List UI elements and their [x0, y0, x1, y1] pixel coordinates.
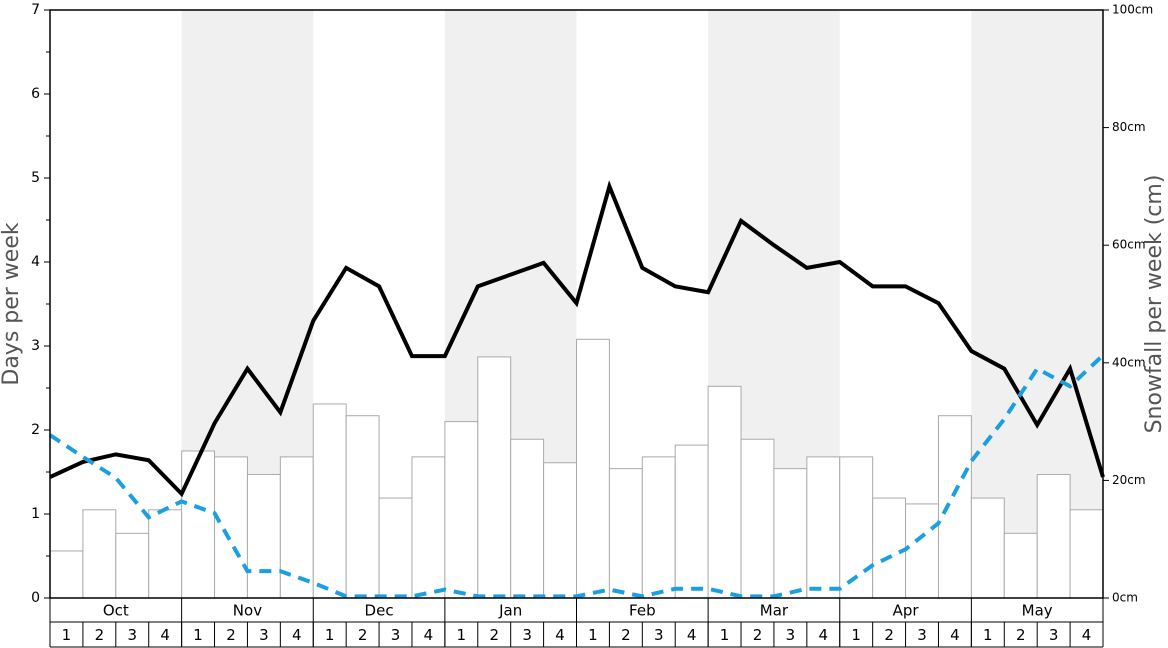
bar: [82, 509, 117, 599]
bar: [937, 415, 972, 599]
bar: [246, 474, 281, 599]
y-tick-label: 7: [31, 2, 40, 18]
bar: [312, 403, 347, 599]
y-tick-label: 3: [31, 338, 40, 354]
bar: [674, 444, 709, 599]
bar: [378, 497, 413, 599]
month-label: Nov: [233, 602, 262, 620]
bar: [608, 468, 643, 599]
bar: [510, 438, 545, 599]
y-axis-title: Days per week: [0, 222, 24, 385]
x-tick-label: 1: [983, 626, 993, 644]
x-tick-label: 2: [489, 626, 499, 644]
bar: [181, 450, 216, 599]
bar: [214, 456, 248, 599]
y2-tick-label: 60cm: [1112, 238, 1146, 252]
bar: [839, 456, 874, 599]
y2-tick-label: 80cm: [1112, 120, 1146, 134]
x-tick-label: 4: [292, 626, 302, 644]
line-series: [49, 180, 1105, 498]
x-tick-label: 2: [358, 626, 368, 644]
bar: [411, 456, 446, 599]
bar: [576, 338, 610, 599]
bar: [707, 385, 742, 599]
x-tick-label: 4: [160, 626, 170, 644]
bar: [1069, 509, 1104, 599]
x-tick-label: 1: [851, 626, 861, 644]
x-tick-label: 4: [555, 626, 565, 644]
bar: [806, 456, 841, 599]
bar: [477, 356, 512, 599]
x-tick-label: 1: [62, 626, 72, 644]
y2-tick-label: 20cm: [1112, 473, 1146, 487]
x-tick-label: 4: [687, 626, 697, 644]
x-tick-label: 3: [522, 626, 532, 644]
bar: [49, 550, 84, 599]
bar: [641, 456, 676, 599]
y-tick-label: 0: [31, 590, 40, 606]
x-tick-label: 3: [654, 626, 664, 644]
x-tick-label: 4: [424, 626, 434, 644]
month-label: Feb: [629, 602, 656, 620]
bar: [543, 462, 577, 599]
x-tick-label: 2: [753, 626, 763, 644]
x-tick-label: 2: [884, 626, 894, 644]
x-tick-label: 3: [1049, 626, 1059, 644]
x-tick-label: 1: [325, 626, 335, 644]
bar: [148, 509, 183, 599]
y-tick-label: 1: [31, 506, 40, 522]
x-tick-label: 4: [1082, 626, 1092, 644]
y2-axis-title: Snowfall per week (cm): [1142, 175, 1167, 434]
month-label: Dec: [365, 602, 394, 620]
bar: [905, 503, 939, 599]
y-tick-label: 2: [31, 422, 40, 438]
x-tick-label: 3: [391, 626, 401, 644]
line-series: [48, 353, 1105, 599]
bar: [345, 415, 380, 599]
bar: [773, 468, 808, 599]
y2-tick-label: 0cm: [1112, 591, 1138, 605]
bar: [1036, 474, 1071, 599]
y-tick-label: 4: [31, 254, 40, 270]
y2-tick-label: 100cm: [1112, 3, 1153, 17]
bar: [444, 421, 479, 599]
x-tick-label: 1: [193, 626, 203, 644]
month-label: Oct: [103, 602, 129, 620]
bar: [1003, 532, 1038, 599]
x-tick-label: 4: [950, 626, 960, 644]
bar: [279, 456, 314, 599]
y2-tick-label: 40cm: [1112, 355, 1146, 369]
x-tick-label: 2: [1016, 626, 1026, 644]
bar: [740, 438, 775, 599]
month-label: Jan: [498, 602, 522, 620]
x-tick-label: 3: [127, 626, 137, 644]
x-tick-label: 4: [819, 626, 829, 644]
x-tick-label: 3: [786, 626, 796, 644]
x-tick-label: 2: [621, 626, 631, 644]
x-tick-label: 3: [259, 626, 269, 644]
bar: [115, 532, 150, 599]
x-tick-label: 1: [457, 626, 467, 644]
month-label: May: [1022, 602, 1053, 620]
month-label: Apr: [893, 602, 920, 620]
x-tick-label: 3: [917, 626, 927, 644]
x-tick-label: 2: [226, 626, 236, 644]
month-label: Mar: [760, 602, 789, 620]
bar: [872, 497, 907, 599]
x-tick-label: 1: [588, 626, 598, 644]
bar: [970, 497, 1005, 599]
x-tick-label: 2: [95, 626, 105, 644]
y-tick-label: 6: [31, 86, 40, 102]
y-tick-label: 5: [31, 170, 40, 186]
x-tick-label: 1: [720, 626, 730, 644]
